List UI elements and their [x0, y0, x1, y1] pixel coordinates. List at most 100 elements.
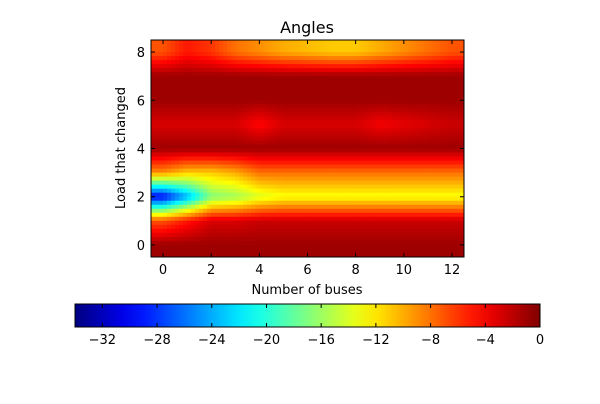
heatmap-cell [367, 208, 373, 214]
heatmap-cell [203, 84, 208, 89]
heatmap-cell [315, 132, 321, 138]
heatmap-cell [335, 204, 341, 210]
heatmap-cell [163, 184, 168, 190]
heatmap-cell [423, 48, 429, 53]
heatmap-cell [387, 240, 393, 246]
heatmap-cell [311, 248, 317, 254]
heatmap-cell [303, 60, 309, 65]
heatmap-cell [195, 216, 200, 222]
heatmap-cell [435, 132, 441, 138]
heatmap-cell [159, 148, 164, 154]
heatmap-cell [371, 40, 377, 45]
heatmap-cell [383, 160, 389, 166]
heatmap-cell [179, 176, 184, 182]
heatmap-cell [355, 200, 361, 206]
heatmap-cell [439, 160, 445, 166]
heatmap-cell [175, 176, 180, 182]
heatmap-cell [427, 212, 433, 218]
heatmap-cell [279, 108, 285, 113]
heatmap-cell [327, 84, 333, 89]
heatmap-cell [399, 220, 405, 226]
heatmap-cell [283, 228, 289, 234]
heatmap-cell [399, 136, 405, 142]
heatmap-cell [347, 68, 353, 73]
heatmap-cell [183, 132, 188, 138]
heatmap-cell [351, 236, 357, 242]
heatmap-cell [239, 116, 244, 121]
heatmap-cell [299, 228, 305, 234]
heatmap-cell [295, 96, 301, 101]
heatmap-cell [239, 92, 244, 97]
heatmap-cell [411, 124, 417, 130]
heatmap-cell [315, 208, 321, 214]
heatmap-cell [383, 196, 389, 202]
heatmap-cell [307, 204, 313, 210]
heatmap-cell [339, 52, 345, 57]
heatmap-cell [371, 216, 377, 222]
heatmap-cell [291, 216, 297, 222]
heatmap-cell [439, 184, 445, 190]
heatmap-cell [371, 80, 377, 85]
heatmap-cell [247, 136, 252, 142]
heatmap-cell [359, 216, 365, 222]
heatmap-cell [271, 164, 276, 170]
heatmap-cell [431, 144, 437, 150]
heatmap-cell [299, 136, 305, 142]
heatmap-cell [387, 204, 393, 210]
heatmap-cell [235, 76, 240, 81]
heatmap-cell [155, 68, 160, 73]
heatmap-cell [215, 216, 220, 222]
heatmap-cell [271, 64, 276, 69]
heatmap-cell [419, 80, 425, 85]
heatmap-cell [423, 88, 429, 93]
heatmap-cell [331, 164, 337, 170]
heatmap-cell [347, 72, 353, 77]
heatmap-cell [179, 72, 184, 77]
heatmap-cell [427, 100, 433, 105]
heatmap-cell [431, 104, 437, 109]
heatmap-cell [207, 40, 212, 45]
heatmap-cell [395, 144, 401, 150]
heatmap-cell [423, 236, 429, 242]
heatmap-cell [403, 108, 409, 113]
heatmap-cell [303, 108, 309, 113]
heatmap-cell [455, 52, 461, 57]
heatmap-cell [279, 76, 285, 81]
heatmap-cell [439, 204, 445, 210]
heatmap-cell [443, 100, 449, 105]
heatmap-cell [243, 68, 248, 73]
heatmap-cell [375, 212, 381, 218]
heatmap-cell [419, 84, 425, 89]
heatmap-cell [151, 132, 156, 138]
heatmap-cell [415, 244, 421, 250]
heatmap-cell [367, 252, 373, 257]
heatmap-cell [391, 216, 397, 222]
heatmap-cell [455, 64, 461, 69]
heatmap-cell [207, 240, 212, 246]
heatmap-cell [435, 236, 441, 242]
heatmap-cell [203, 152, 208, 158]
heatmap-cell [443, 124, 449, 130]
heatmap-cell [243, 188, 248, 194]
heatmap-cell [407, 156, 413, 162]
heatmap-cell [455, 60, 461, 65]
heatmap-cell [159, 188, 164, 194]
heatmap-cell [267, 56, 272, 61]
heatmap-cell [187, 220, 192, 226]
heatmap-cell [235, 52, 240, 57]
heatmap-cell [343, 132, 349, 138]
heatmap-cell [163, 152, 168, 158]
heatmap-cell [371, 92, 377, 97]
heatmap-cell [459, 232, 464, 238]
heatmap-cell [295, 84, 301, 89]
heatmap-cell [407, 172, 413, 178]
heatmap-cell [207, 132, 212, 138]
heatmap-cell [379, 236, 385, 242]
heatmap-cell [439, 172, 445, 178]
heatmap-cell [387, 180, 393, 186]
heatmap-cell [271, 152, 276, 158]
heatmap-cell [359, 52, 365, 57]
heatmap-cell [387, 84, 393, 89]
heatmap-cell [243, 152, 248, 158]
heatmap-cell [199, 88, 204, 93]
